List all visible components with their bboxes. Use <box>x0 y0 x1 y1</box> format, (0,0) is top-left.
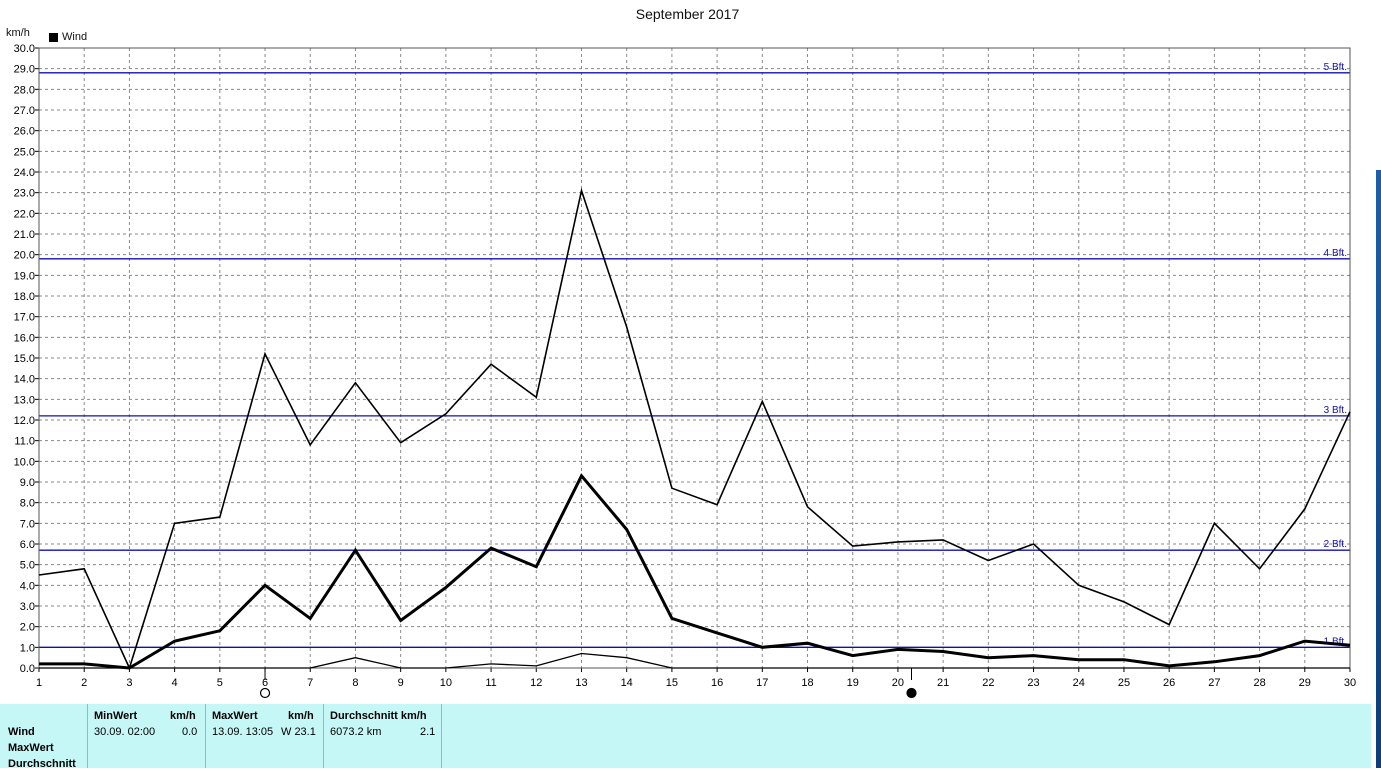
y-tick-label: 18.0 <box>14 291 35 303</box>
y-tick-label: 9.0 <box>20 477 35 489</box>
x-tick-label: 16 <box>711 677 723 689</box>
x-tick-label: 18 <box>801 677 813 689</box>
avg-header: Durchschnitt km/h <box>330 710 427 722</box>
min-header: MinWert <box>94 710 138 722</box>
window-edge <box>1371 0 1381 768</box>
x-tick-label: 15 <box>666 677 678 689</box>
y-tick-label: 30.0 <box>14 43 35 55</box>
stats-row-label: Durchschnitt <box>8 758 76 770</box>
reference-line-label: 4 Bft. <box>1324 248 1347 259</box>
y-tick-label: 16.0 <box>14 332 35 344</box>
legend: Wind <box>49 31 87 43</box>
y-tick-label: 10.0 <box>14 456 35 468</box>
x-tick-label: 12 <box>530 677 542 689</box>
x-tick-label: 1 <box>36 677 42 689</box>
wind-chart: 0.01.02.03.04.05.06.07.08.09.010.011.012… <box>14 43 1356 699</box>
reference-line-label: 3 Bft. <box>1324 405 1347 416</box>
x-tick-label: 7 <box>307 677 313 689</box>
series-line-min <box>39 652 1350 669</box>
y-tick-label: 13.0 <box>14 394 35 406</box>
x-tick-label: 17 <box>756 677 768 689</box>
window-edge-bar <box>1376 170 1381 768</box>
x-tick-label: 29 <box>1299 677 1311 689</box>
new-moon-icon <box>906 687 917 699</box>
x-tick-label: 5 <box>217 677 223 689</box>
max-header: MaxWert <box>212 710 258 722</box>
x-tick-label: 14 <box>621 677 633 689</box>
y-tick-label: 27.0 <box>14 105 35 117</box>
max-value: W 23.1 <box>281 726 316 738</box>
y-tick-label: 2.0 <box>20 622 35 634</box>
y-tick-label: 4.0 <box>20 580 35 592</box>
y-tick-label: 11.0 <box>14 436 35 448</box>
min-value: 0.0 <box>182 726 198 738</box>
y-tick-label: 14.0 <box>14 374 35 386</box>
y-tick-label: 19.0 <box>14 270 35 282</box>
y-tick-label: 1.0 <box>20 642 35 654</box>
chart-title: September 2017 <box>635 6 740 22</box>
y-tick-label: 8.0 <box>20 498 35 510</box>
y-tick-label: 0.0 <box>20 663 35 675</box>
y-tick-label: 29.0 <box>14 64 35 76</box>
stats-row-label: Wind <box>8 726 35 738</box>
x-tick-label: 3 <box>126 677 132 689</box>
x-tick-label: 20 <box>892 677 904 689</box>
y-tick-label: 12.0 <box>14 415 35 427</box>
x-tick-label: 4 <box>172 677 178 689</box>
avg-distance: 6073.2 km <box>330 726 382 738</box>
x-tick-label: 9 <box>398 677 404 689</box>
avg-value: 2.1 <box>420 726 436 738</box>
stats-divider <box>441 704 442 768</box>
y-tick-label: 21.0 <box>14 229 35 241</box>
y-tick-label: 22.0 <box>14 208 35 220</box>
reference-line-label: 2 Bft. <box>1324 539 1347 550</box>
x-tick-label: 21 <box>937 677 949 689</box>
reference-line-label: 5 Bft. <box>1324 62 1347 73</box>
x-tick-label: 24 <box>1073 677 1085 689</box>
y-tick-label: 26.0 <box>14 126 35 138</box>
x-tick-label: 6 <box>262 677 268 689</box>
y-tick-label: 5.0 <box>20 560 35 572</box>
y-tick-label: 15.0 <box>14 353 35 365</box>
full-moon-icon <box>259 687 271 699</box>
x-tick-label: 22 <box>982 677 994 689</box>
y-tick-label: 7.0 <box>20 518 35 530</box>
x-tick-label: 13 <box>575 677 587 689</box>
y-tick-label: 6.0 <box>20 539 35 551</box>
legend-swatch <box>49 32 58 42</box>
stats-divider <box>205 704 206 768</box>
x-tick-label: 25 <box>1118 677 1130 689</box>
x-tick-label: 8 <box>352 677 358 689</box>
stats-divider <box>323 704 324 768</box>
y-tick-label: 28.0 <box>14 84 35 96</box>
reference-line-label: 1 Bft. <box>1324 636 1347 647</box>
x-tick-label: 28 <box>1253 677 1265 689</box>
stats-divider <box>87 704 88 768</box>
x-tick-label: 10 <box>440 677 452 689</box>
x-tick-label: 2 <box>81 677 87 689</box>
y-tick-label: 24.0 <box>14 167 35 179</box>
max-unit: km/h <box>288 710 314 722</box>
x-tick-label: 19 <box>847 677 859 689</box>
y-tick-label: 20.0 <box>14 250 35 262</box>
stats-row-label: MaxWert <box>8 742 54 754</box>
min-unit: km/h <box>170 710 196 722</box>
min-date: 30.09. 02:00 <box>94 726 156 738</box>
legend-label: Wind <box>62 31 88 43</box>
y-tick-label: 25.0 <box>14 146 35 158</box>
x-tick-label: 11 <box>485 677 496 689</box>
x-tick-label: 26 <box>1163 677 1175 689</box>
series-line-avg <box>39 473 1351 670</box>
x-tick-label: 23 <box>1027 677 1039 689</box>
y-axis-unit: km/h <box>6 27 30 39</box>
x-tick-label: 27 <box>1208 677 1220 689</box>
y-tick-label: 17.0 <box>14 312 35 324</box>
max-date: 13.09. 13:05 <box>212 726 274 738</box>
x-tick-label: 30 <box>1344 677 1356 689</box>
y-tick-label: 3.0 <box>20 601 35 613</box>
stats-panel: Wind MaxWert Durchschnitt MinWert km/h 3… <box>0 704 1371 770</box>
y-tick-label: 23.0 <box>14 188 35 200</box>
series-line-max <box>38 187 1351 671</box>
